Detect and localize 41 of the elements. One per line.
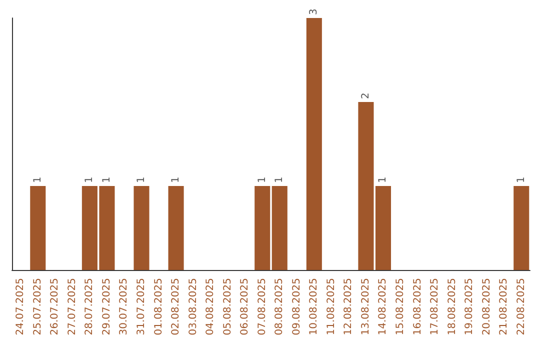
- x-tick-label: 26.07.2025: [50, 278, 61, 336]
- x-tick-label: 01.08.2025: [153, 278, 164, 336]
- x-tick-label: 12.08.2025: [343, 278, 354, 336]
- x-tick-label: 13.08.2025: [360, 278, 372, 336]
- data-label: 1: [378, 176, 389, 183]
- data-label: 1: [32, 176, 44, 183]
- x-tick-label: 31.07.2025: [136, 278, 147, 336]
- x-tick-label: 17.08.2025: [430, 278, 441, 336]
- x-tick-label: 21.08.2025: [498, 278, 510, 336]
- x-tick-label: 08.08.2025: [274, 278, 286, 336]
- data-label: 1: [256, 176, 268, 183]
- data-label: 1: [101, 176, 112, 183]
- x-tick-label: 03.08.2025: [188, 278, 199, 336]
- x-tick-label: 27.07.2025: [66, 278, 78, 336]
- x-tick-label: 20.08.2025: [481, 278, 492, 336]
- x-tick-label: 05.08.2025: [222, 278, 234, 336]
- x-tick-label: 04.08.2025: [205, 278, 216, 336]
- x-tick-label: 19.08.2025: [464, 278, 476, 336]
- data-label: 1: [274, 176, 286, 183]
- data-label: 3: [308, 8, 320, 15]
- x-tick-label: 28.07.2025: [84, 278, 96, 336]
- x-tick-label: 16.08.2025: [412, 278, 424, 336]
- x-tick-label: 11.08.2025: [326, 278, 337, 336]
- x-tick-label: 18.08.2025: [446, 278, 458, 336]
- x-tick-label: 09.08.2025: [291, 278, 302, 336]
- x-tick-label: 22.08.2025: [516, 278, 527, 336]
- x-tick-label: 07.08.2025: [256, 278, 268, 336]
- x-tick-label: 06.08.2025: [240, 278, 251, 336]
- x-tick-label: 29.07.2025: [101, 278, 112, 336]
- x-tick-label: 15.08.2025: [395, 278, 406, 336]
- data-label: 1: [170, 176, 182, 183]
- data-label: 1: [84, 176, 96, 183]
- data-label: 2: [360, 92, 372, 99]
- x-tick-label: 30.07.2025: [118, 278, 130, 336]
- x-tick-label: 25.07.2025: [32, 278, 44, 336]
- data-label: 1: [516, 176, 527, 183]
- x-tick-label: 10.08.2025: [308, 278, 320, 336]
- x-tick-label: 14.08.2025: [378, 278, 389, 336]
- x-tick-label: 02.08.2025: [170, 278, 182, 336]
- x-tick-label: 24.07.2025: [15, 278, 26, 336]
- data-label: 1: [136, 176, 147, 183]
